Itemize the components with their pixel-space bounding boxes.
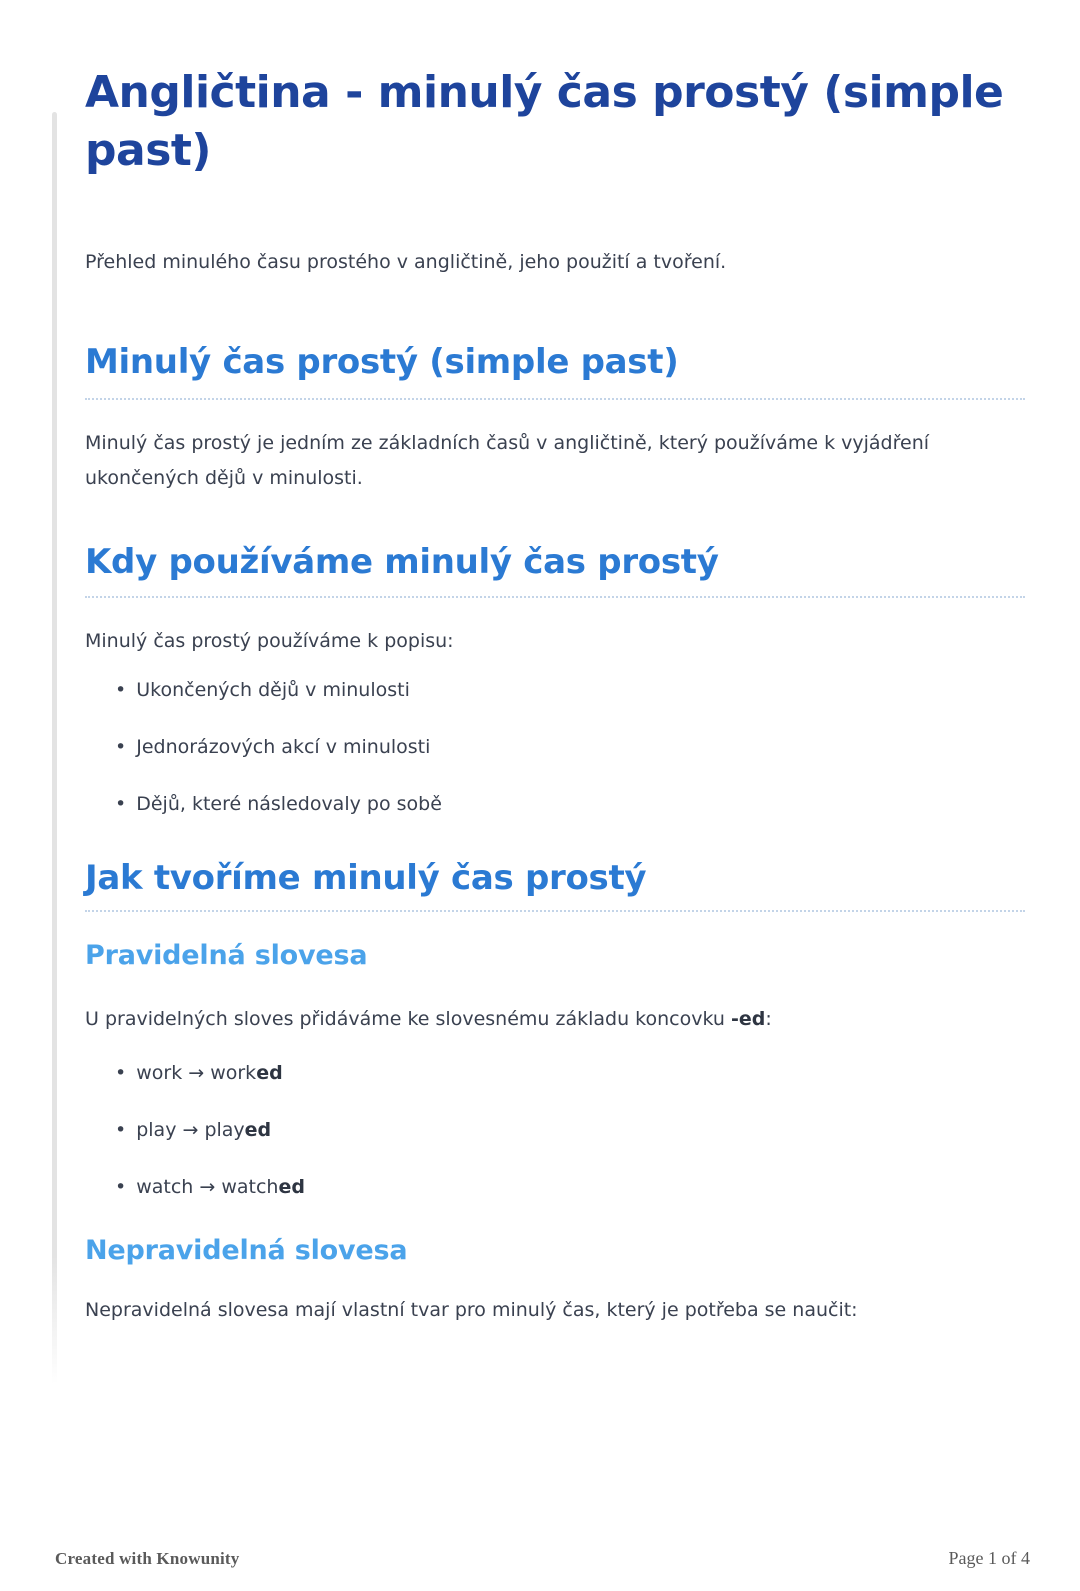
page-title: Angličtina - minulý čas prostý (simple p… [85,67,1004,176]
verb-example-ending: ed [256,1062,283,1084]
footer-branding: Created with Knowunity [55,1549,240,1568]
list-item: watch → watched [115,1174,1025,1200]
usage-list: Ukončených dějů v minulosti Jednorázovýc… [85,677,1025,817]
intro-text: Přehled minulého času prostého v angličt… [85,251,727,273]
document-page: Angličtina - minulý čas prostý (simple p… [0,64,1080,1328]
left-accent-line [52,112,57,1384]
regular-verbs-body-suffix: : [765,1008,772,1030]
section-heading-simple-past: Minulý čas prostý (simple past) [85,340,1025,400]
section-when-we-use-body: Minulý čas prostý používáme k popisu: [85,630,454,652]
regular-verbs-body: U pravidelných sloves přidáváme ke slove… [85,1002,1025,1037]
verb-example-ending: ed [278,1176,305,1198]
regular-verb-examples-list: work → worked play → played watch → watc… [85,1060,1025,1200]
list-item: play → played [115,1117,1025,1143]
subsection-heading-regular-verbs: Pravidelná slovesa [85,940,368,971]
footer-page-number: Page 1 of 4 [948,1548,1030,1568]
irregular-verbs-body: Nepravidelná slovesa mají vlastní tvar p… [85,1299,858,1321]
section-heading-when-we-use: Kdy používáme minulý čas prostý [85,540,1025,598]
ed-suffix-emphasis: -ed [730,1008,766,1030]
section-simple-past-body: Minulý čas prostý je jedním ze základníc… [85,432,930,489]
list-item: Dějů, které následovaly po sobě [115,791,1025,817]
verb-example: play → play [136,1119,245,1141]
regular-verbs-body-prefix: U pravidelných sloves přidáváme ke slove… [85,1008,731,1030]
section-heading-how-we-form: Jak tvoříme minulý čas prostý [85,856,1025,912]
verb-example: watch → watch [136,1176,279,1198]
subsection-heading-irregular-verbs: Nepravidelná slovesa [85,1235,408,1266]
verb-example-ending: ed [244,1119,272,1141]
list-item: Ukončených dějů v minulosti [115,677,1025,703]
page-footer: Created with Knowunity Page 1 of 4 [55,1548,1030,1569]
verb-example: work → work [136,1062,257,1084]
list-item: work → worked [115,1060,1025,1086]
list-item: Jednorázových akcí v minulosti [115,734,1025,760]
